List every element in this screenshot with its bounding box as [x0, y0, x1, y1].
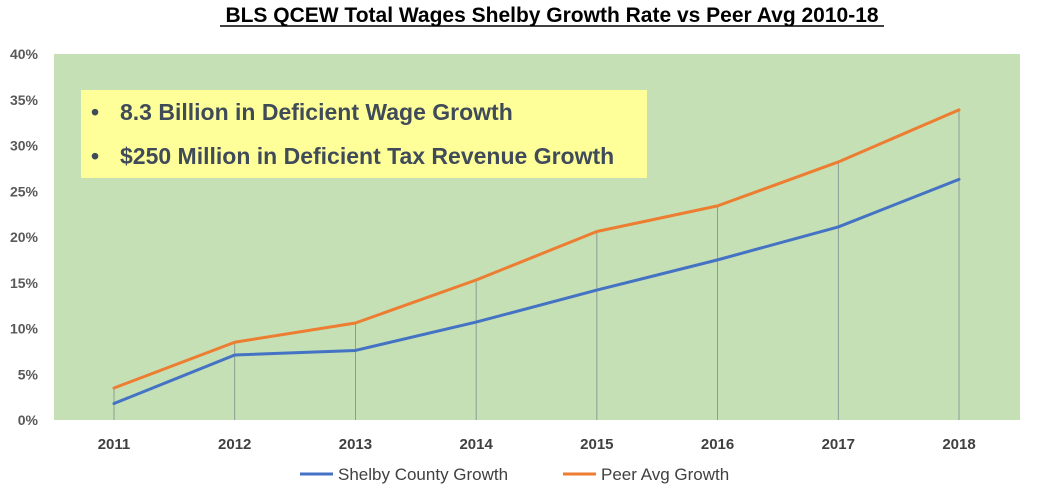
- series-lines: [112, 108, 961, 406]
- chart-title: BLS QCEW Total Wages Shelby Growth Rate …: [220, 4, 884, 27]
- x-tick-label: 2016: [701, 436, 734, 453]
- x-axis: 2011 2012 2013 2014 2015 2016 2017 2018: [98, 436, 976, 453]
- series-line: [112, 108, 961, 390]
- annotation-bullet-dot: •: [91, 99, 99, 125]
- legend-label: Shelby County Growth: [338, 465, 508, 484]
- x-tick-label: 2015: [580, 436, 613, 453]
- series-line: [112, 177, 961, 406]
- y-tick-label: 5%: [18, 366, 39, 382]
- annotation-bullet-dot: •: [91, 143, 99, 169]
- y-tick-label: 25%: [10, 183, 39, 199]
- x-tick-label: 2018: [942, 436, 975, 453]
- y-axis: 0% 5% 10% 15% 20% 25% 30% 35% 40%: [10, 46, 39, 428]
- x-tick-label: 2012: [218, 436, 251, 453]
- annotation-bullet-2: $250 Million in Deficient Tax Revenue Gr…: [120, 143, 614, 169]
- annotation-background: [81, 90, 647, 178]
- y-tick-label: 10%: [10, 321, 39, 337]
- x-tick-label: 2013: [339, 436, 372, 453]
- y-tick-label: 30%: [10, 138, 39, 154]
- legend: Shelby County Growth Peer Avg Growth: [300, 465, 729, 484]
- x-tick-label: 2017: [822, 436, 855, 453]
- y-tick-label: 0%: [18, 412, 39, 428]
- y-tick-label: 40%: [10, 46, 39, 62]
- x-tick-label: 2011: [98, 436, 131, 453]
- chart-title-text: BLS QCEW Total Wages Shelby Growth Rate …: [225, 4, 878, 27]
- annotation-box: • 8.3 Billion in Deficient Wage Growth •…: [81, 90, 647, 178]
- annotation-bullet-1: 8.3 Billion in Deficient Wage Growth: [120, 99, 513, 125]
- y-tick-label: 20%: [10, 229, 39, 245]
- x-tick-label: 2014: [459, 436, 493, 453]
- y-tick-label: 15%: [10, 275, 39, 291]
- legend-label: Peer Avg Growth: [601, 465, 729, 484]
- y-tick-label: 35%: [10, 92, 39, 108]
